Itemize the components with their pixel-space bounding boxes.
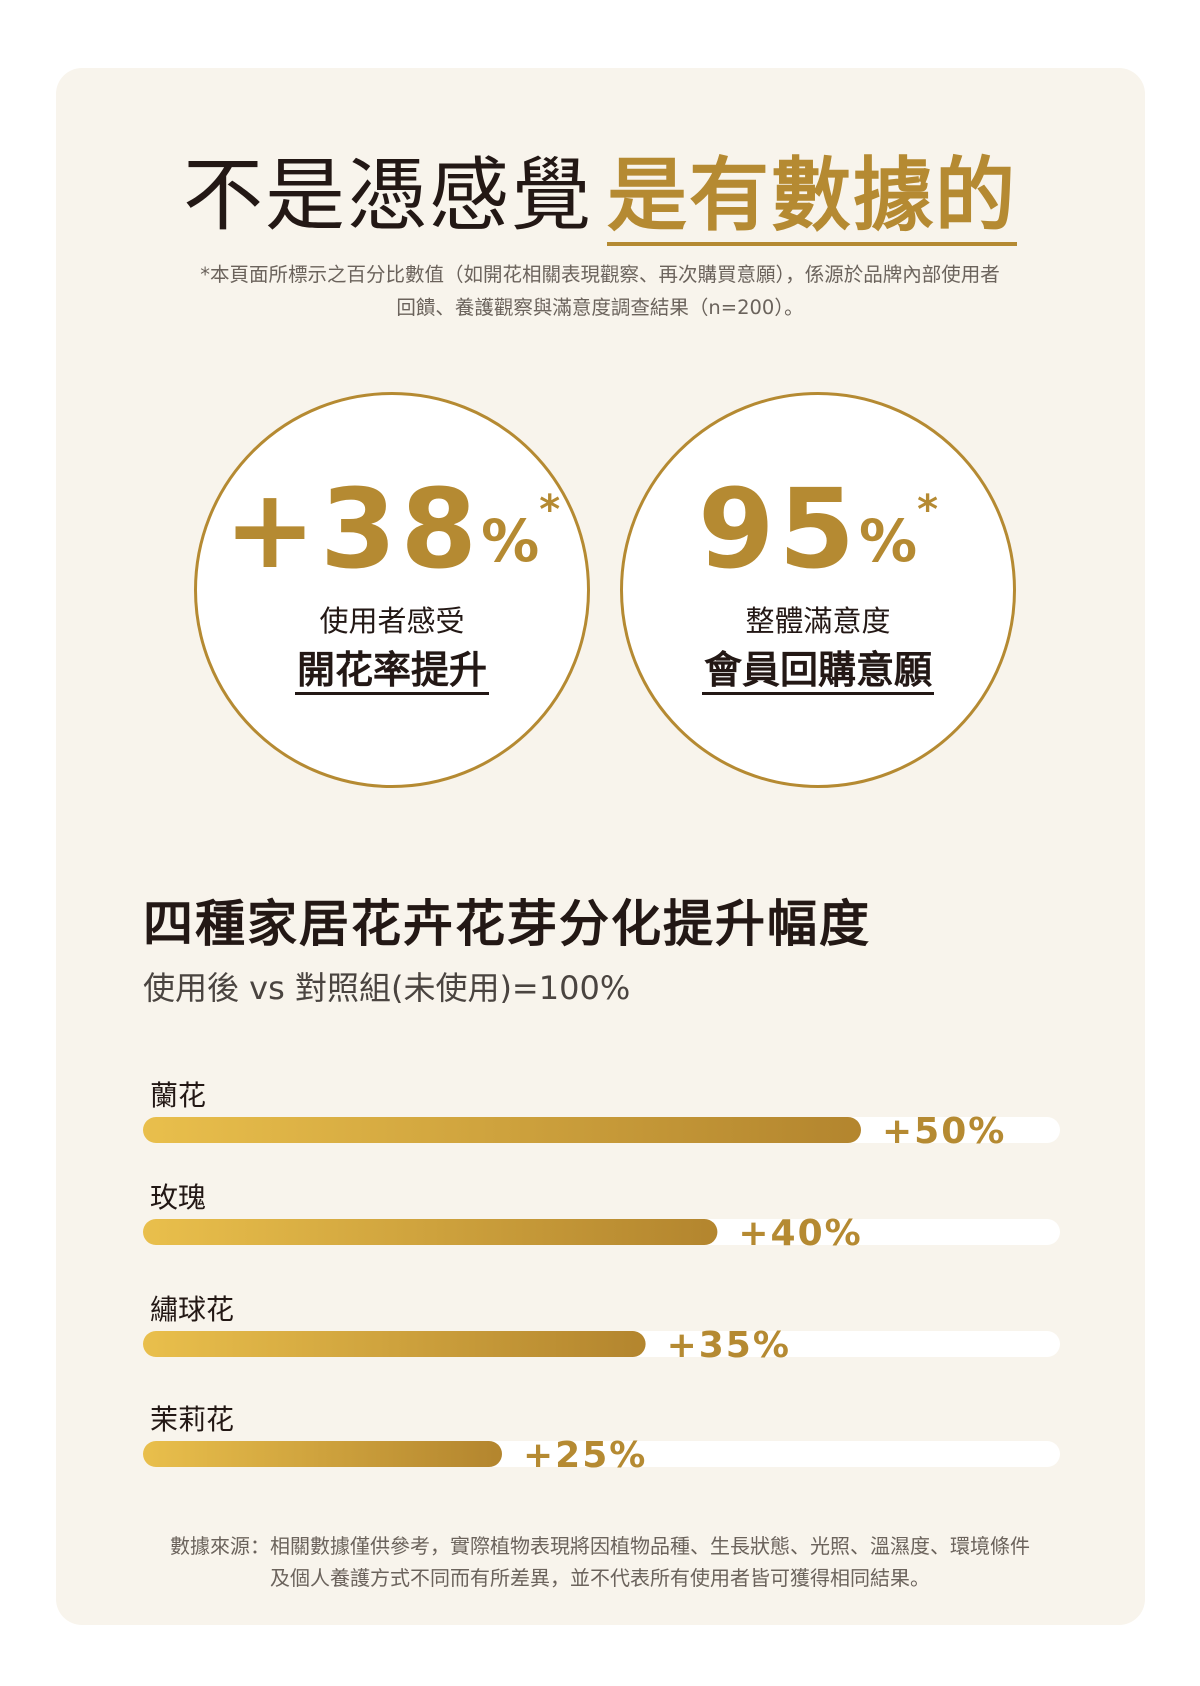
stat-highlight: 會員回購意願 — [701, 648, 934, 695]
bar-value-label: +35% — [667, 1325, 791, 1366]
stat-unit: % — [481, 507, 540, 575]
stat-unit: % — [859, 507, 918, 575]
stat-value: 95%* — [623, 469, 1013, 589]
bar — [143, 1331, 646, 1357]
headline-plain: 不是憑感覺 — [183, 149, 593, 242]
stat-number: 95 — [697, 465, 860, 593]
stat-caption: 使用者感受 — [319, 604, 465, 638]
category-label: 茉莉花 — [150, 1403, 234, 1436]
disclaimer: *本頁面所標示之百分比數值（如開花相關表現觀察、再次購買意願），係源於品牌內部使… — [170, 258, 1030, 324]
headline-accent: 是有數據的 — [607, 149, 1017, 246]
data-source-note: 數據來源：相關數據僅供參考，實際植物表現將因植物品種、生長狀態、光照、溫濕度、環… — [150, 1530, 1050, 1594]
chart-subtitle: 使用後 vs 對照組(未使用)=100% — [143, 969, 631, 1007]
bar — [143, 1219, 718, 1245]
category-label: 繡球花 — [150, 1293, 234, 1326]
bar-value-label: +50% — [882, 1111, 1006, 1152]
stat-asterisk: * — [917, 487, 939, 533]
stat-highlight: 開花率提升 — [294, 648, 489, 695]
bar-value-label: +40% — [738, 1213, 862, 1254]
data-source-line-2: 及個人養護方式不同而有所差異，並不代表所有使用者皆可獲得相同結果。 — [270, 1566, 930, 1590]
data-source-line-1: 數據來源：相關數據僅供參考，實際植物表現將因植物品種、生長狀態、光照、溫濕度、環… — [170, 1534, 1030, 1558]
bar — [143, 1441, 502, 1467]
stat-caption: 整體滿意度 — [745, 604, 891, 638]
stat-circle-satisfaction: 95%* 整體滿意度 會員回購意願 — [620, 392, 1016, 788]
category-label: 蘭花 — [150, 1079, 206, 1112]
stat-number: +38 — [223, 465, 482, 593]
content-card — [56, 68, 1145, 1625]
chart-title: 四種家居花卉花芽分化提升幅度 — [143, 895, 871, 953]
stat-circle-bloom-rate: +38%* 使用者感受 開花率提升 — [194, 392, 590, 788]
stat-highlight-wrap: 會員回購意願 — [623, 647, 1013, 695]
stat-highlight-wrap: 開花率提升 — [197, 647, 587, 695]
stat-asterisk: * — [539, 487, 561, 533]
category-label: 玫瑰 — [150, 1181, 206, 1214]
headline: 不是憑感覺 是有數據的 — [0, 148, 1200, 246]
bar-value-label: +25% — [523, 1435, 647, 1476]
disclaimer-line-2: 回饋、養護觀察與滿意度調查結果（n=200）。 — [396, 296, 804, 319]
disclaimer-line-1: *本頁面所標示之百分比數值（如開花相關表現觀察、再次購買意願），係源於品牌內部使… — [200, 263, 1000, 286]
stat-value: +38%* — [197, 469, 587, 589]
bar — [143, 1117, 861, 1143]
